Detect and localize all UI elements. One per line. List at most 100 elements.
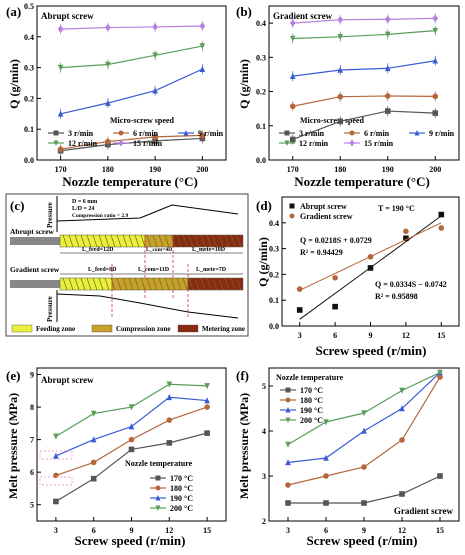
gradient-pressure-curve: [56, 293, 239, 319]
screw-flight: [224, 234, 230, 248]
screw-flight: [80, 234, 86, 248]
screw-flight: [62, 234, 68, 248]
legend-label: 180 °C: [170, 484, 193, 493]
data-point: [204, 383, 210, 390]
screw-flight: [92, 234, 98, 248]
data-point: [57, 64, 64, 71]
data-point: [399, 491, 405, 497]
screw-flight: [140, 277, 146, 291]
data-point: [204, 404, 210, 410]
legend-marker: [289, 213, 295, 219]
screw-flight: [200, 277, 206, 291]
screw-flight: [74, 234, 80, 248]
legend-marker: [285, 387, 291, 393]
data-point: [384, 108, 391, 114]
series-line: [292, 95, 436, 107]
y-tick-label: 5: [262, 382, 266, 391]
legend-marker: [53, 130, 59, 136]
y-tick-label: 5: [30, 501, 34, 510]
data-point: [403, 228, 409, 235]
panel-d-chart: (d) Screw speed (r/min) Q (g/min) T = 19…: [256, 196, 460, 358]
data-point: [199, 43, 206, 50]
screw-flight: [236, 234, 242, 248]
legend-marker: [349, 139, 355, 147]
abrupt-pressure-curve: [56, 204, 239, 222]
legend-marker: [155, 495, 161, 501]
series-line: [292, 110, 436, 141]
data-point: [285, 459, 291, 466]
y-tick-label: 3: [262, 472, 266, 481]
data-point: [432, 93, 439, 100]
data-point: [403, 235, 409, 242]
x-tick-label: 180: [102, 165, 114, 174]
data-point: [199, 132, 206, 139]
data-point: [57, 110, 64, 117]
legend-marker: [155, 505, 161, 511]
legend-marker: [285, 417, 291, 423]
data-point: [437, 369, 443, 376]
legend-label: 170 °C: [170, 474, 193, 483]
x-tick-label: 3: [286, 526, 290, 535]
y-tick-label: 0.2: [269, 270, 279, 279]
panel-f-frame: [268, 367, 460, 522]
screw-flight: [224, 277, 230, 291]
y-tick-label: 0.4: [269, 219, 279, 228]
data-point: [105, 138, 111, 145]
y-tick-label: 0.0: [24, 156, 34, 165]
legend-label: Abrupt screw: [300, 202, 347, 211]
legend-label: 200 °C: [300, 416, 323, 425]
legend-label: 12 r/min: [68, 139, 98, 148]
y-tick-label: 0.1: [256, 122, 266, 131]
gradient-com-length: L_com=11D: [138, 267, 170, 273]
panel-a-ylabel: Q (g/min): [7, 59, 21, 109]
data-point: [90, 436, 97, 443]
gradient-fit-r2: R² = 0.94429: [300, 248, 343, 257]
data-point: [438, 211, 445, 218]
screw-flight: [182, 277, 188, 291]
legend-compression-label: Compression zone: [116, 325, 171, 333]
y-tick-label: 2: [262, 517, 266, 526]
panel-b-chart: (b) Gradient screw Nozzle temperature (°…: [236, 4, 460, 189]
panel-f-chart: (f) Nozzle temperature Gradient screw Sc…: [236, 367, 460, 548]
x-tick-label: 15: [203, 526, 211, 535]
y-tick-label: 0.0: [269, 322, 279, 331]
data-point: [166, 417, 173, 423]
highlight-box-upper: [39, 450, 73, 460]
panel-a-title: Abrupt screw: [41, 11, 94, 21]
gradient-fit-equation: Q = 0.0218S + 0.0729: [300, 236, 372, 245]
data-point: [332, 303, 338, 310]
screw-flight: [104, 234, 110, 248]
panel-f-ylabel: Melt pressure (MPa): [237, 393, 251, 499]
screw-flight: [92, 277, 98, 291]
data-point: [323, 500, 329, 506]
screw-flight: [236, 277, 242, 291]
y-tick-label: 0.4: [24, 33, 34, 42]
panel-a-xlabel: Nozzle temperature (°C): [62, 174, 198, 189]
abrupt-pressure-label: Pressure: [46, 202, 54, 228]
screw-flight: [200, 234, 206, 248]
legend-label: 3 r/min: [299, 129, 325, 138]
x-tick-label: 6: [324, 526, 328, 535]
screw-flight: [146, 234, 152, 248]
legend-marker: [53, 140, 59, 146]
data-point: [384, 15, 391, 24]
data-point: [285, 441, 291, 448]
data-point: [53, 433, 59, 440]
legend-marker: [155, 475, 161, 481]
y-tick-label: 0.2: [24, 94, 34, 103]
gradient-screw-label: Gradient screw: [10, 265, 60, 274]
panel-e-letter: (e): [6, 368, 20, 383]
y-tick-label: 4: [262, 427, 266, 436]
legend-label: 12 r/min: [299, 139, 329, 148]
screw-flight: [188, 277, 194, 291]
data-point: [289, 19, 296, 27]
abrupt-screw-label: Abrupt screw: [10, 227, 54, 236]
data-point: [57, 146, 64, 153]
gradient-mete-length: L_mete=7D: [196, 267, 227, 273]
data-point: [337, 34, 344, 41]
data-point: [361, 410, 367, 417]
data-point: [296, 286, 303, 292]
screw-flight: [158, 234, 164, 248]
screw-flight: [146, 277, 152, 291]
screw-flight: [158, 277, 164, 291]
